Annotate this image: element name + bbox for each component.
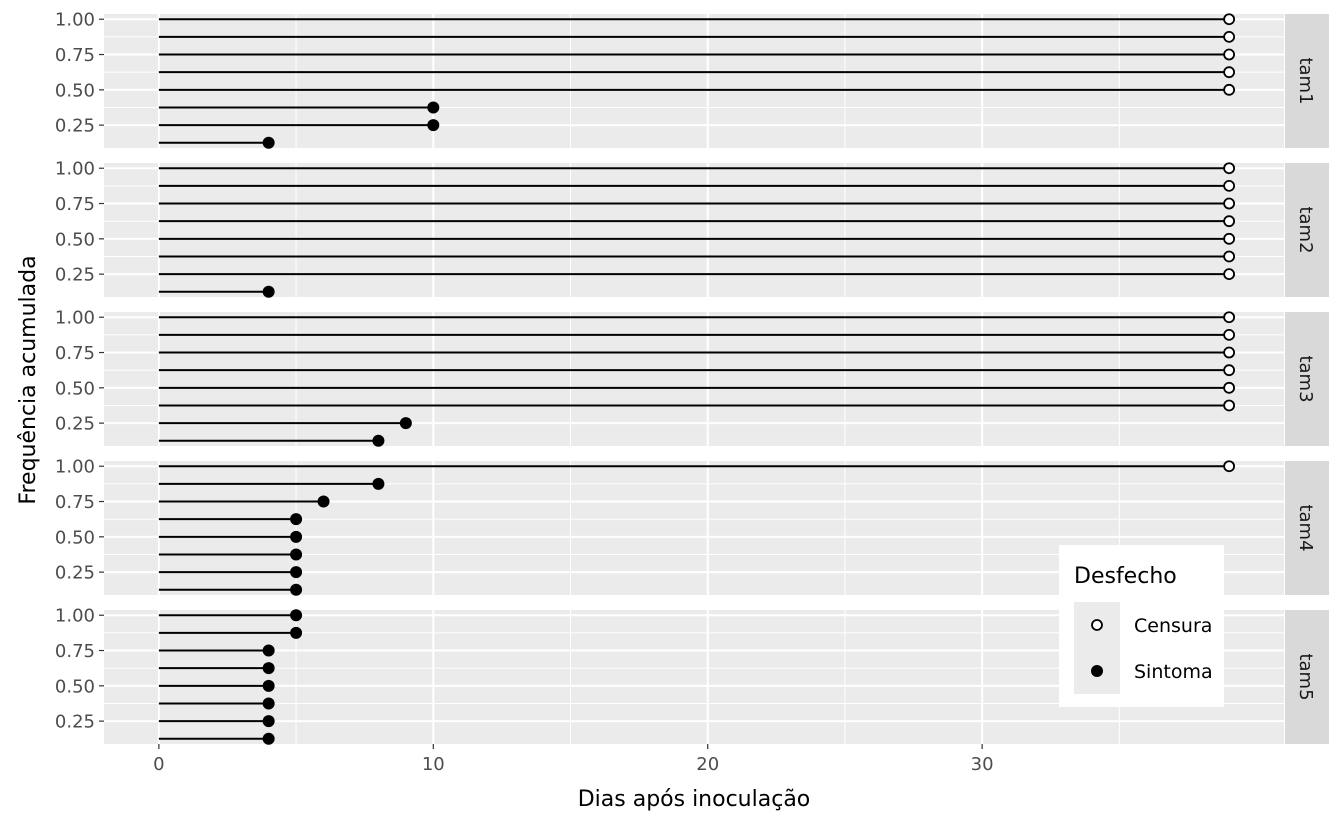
point-censura (1223, 66, 1236, 79)
point-censura (1223, 232, 1236, 245)
point-censura (1223, 13, 1236, 26)
facet-strip (1285, 14, 1329, 148)
facet-tam3: 0.25 0.50 0.75 1.00 tam3 (55, 308, 1329, 447)
point-sintoma (290, 530, 303, 543)
point-sintoma (290, 609, 303, 622)
point-censura (1223, 346, 1236, 359)
facet-strip (1285, 610, 1329, 744)
point-sintoma (372, 477, 385, 490)
point-censura (1223, 162, 1236, 175)
point-sintoma (399, 417, 412, 430)
point-censura (1223, 364, 1236, 377)
y-tick-label: 1.00 (55, 10, 95, 31)
x-axis-title: Dias após inoculação (578, 787, 811, 812)
y-tick-label: 0.25 (55, 265, 95, 286)
point-sintoma (262, 644, 275, 657)
y-tick-label: 1.00 (55, 159, 95, 180)
y-tick-label: 0.75 (55, 45, 95, 66)
y-tick-label: 0.50 (55, 527, 95, 548)
point-censura (1223, 250, 1236, 263)
y-tick-label: 0.50 (55, 676, 95, 697)
y-tick-label: 0.50 (55, 229, 95, 250)
point-censura (1223, 30, 1236, 43)
point-sintoma (317, 495, 330, 508)
facet-strip (1285, 461, 1329, 595)
point-censura (1223, 215, 1236, 228)
facet-tam2: 0.25 0.50 0.75 1.00 tam2 (55, 159, 1329, 298)
point-censura (1223, 197, 1236, 210)
y-tick-label: 1.00 (55, 457, 95, 478)
point-sintoma (372, 434, 385, 447)
point-censura (1223, 381, 1236, 394)
y-tick-label: 0.25 (55, 563, 95, 584)
point-censura (1223, 48, 1236, 61)
point-censura (1223, 460, 1236, 473)
legend: Desfecho Censura Sintoma (1059, 545, 1224, 707)
y-tick-label: 0.25 (55, 116, 95, 137)
y-tick-label: 0.50 (55, 378, 95, 399)
point-censura (1223, 311, 1236, 324)
point-sintoma (427, 101, 440, 114)
facet-strip-label: tam2 (1295, 206, 1316, 253)
y-tick-label: 0.50 (55, 80, 95, 101)
facet-strip (1285, 163, 1329, 297)
point-censura (1223, 399, 1236, 412)
point-sintoma (262, 732, 275, 745)
facet-strip-label: tam1 (1295, 57, 1316, 104)
y-axis-title: Frequência acumulada (16, 255, 41, 504)
point-sintoma (262, 679, 275, 692)
y-tick-label: 0.75 (55, 194, 95, 215)
facet-strip-label: tam4 (1295, 504, 1316, 551)
y-tick-label: 1.00 (55, 308, 95, 329)
point-censura (1223, 328, 1236, 341)
x-tick-label: 30 (971, 754, 994, 775)
y-tick-label: 0.75 (55, 343, 95, 364)
panel-background (104, 163, 1284, 297)
x-tick-label: 20 (696, 754, 719, 775)
point-sintoma (262, 136, 275, 149)
facet-strip-label: tam3 (1295, 355, 1316, 402)
point-sintoma (427, 119, 440, 132)
y-tick-label: 0.25 (55, 414, 95, 435)
point-sintoma (290, 513, 303, 526)
point-censura (1223, 268, 1236, 281)
panel-background (104, 312, 1284, 446)
point-sintoma (290, 626, 303, 639)
facet-tam1: 0.25 0.50 0.75 1.00 tam1 (55, 10, 1329, 149)
point-sintoma (262, 285, 275, 298)
x-tick-label: 0 (153, 754, 164, 775)
legend-title: Desfecho (1074, 564, 1177, 589)
y-tick-label: 0.75 (55, 641, 95, 662)
point-sintoma (290, 548, 303, 561)
y-tick-label: 0.25 (55, 712, 95, 733)
point-sintoma (262, 697, 275, 710)
facet-strip (1285, 312, 1329, 446)
legend-label-sintoma: Sintoma (1134, 661, 1213, 683)
panel-background (104, 14, 1284, 148)
point-censura (1223, 83, 1236, 96)
y-tick-label: 0.75 (55, 492, 95, 513)
legend-label-censura: Censura (1134, 615, 1212, 637)
facet-strip-label: tam5 (1295, 653, 1316, 700)
y-tick-label: 1.00 (55, 606, 95, 627)
point-censura (1223, 179, 1236, 192)
point-sintoma (262, 715, 275, 728)
point-sintoma (262, 662, 275, 675)
legend-key-censura (1091, 619, 1103, 631)
point-sintoma (290, 566, 303, 579)
legend-key-sintoma (1091, 665, 1103, 677)
point-sintoma (290, 583, 303, 596)
x-axis: 0 10 20 30 (153, 744, 994, 775)
x-tick-label: 10 (422, 754, 445, 775)
